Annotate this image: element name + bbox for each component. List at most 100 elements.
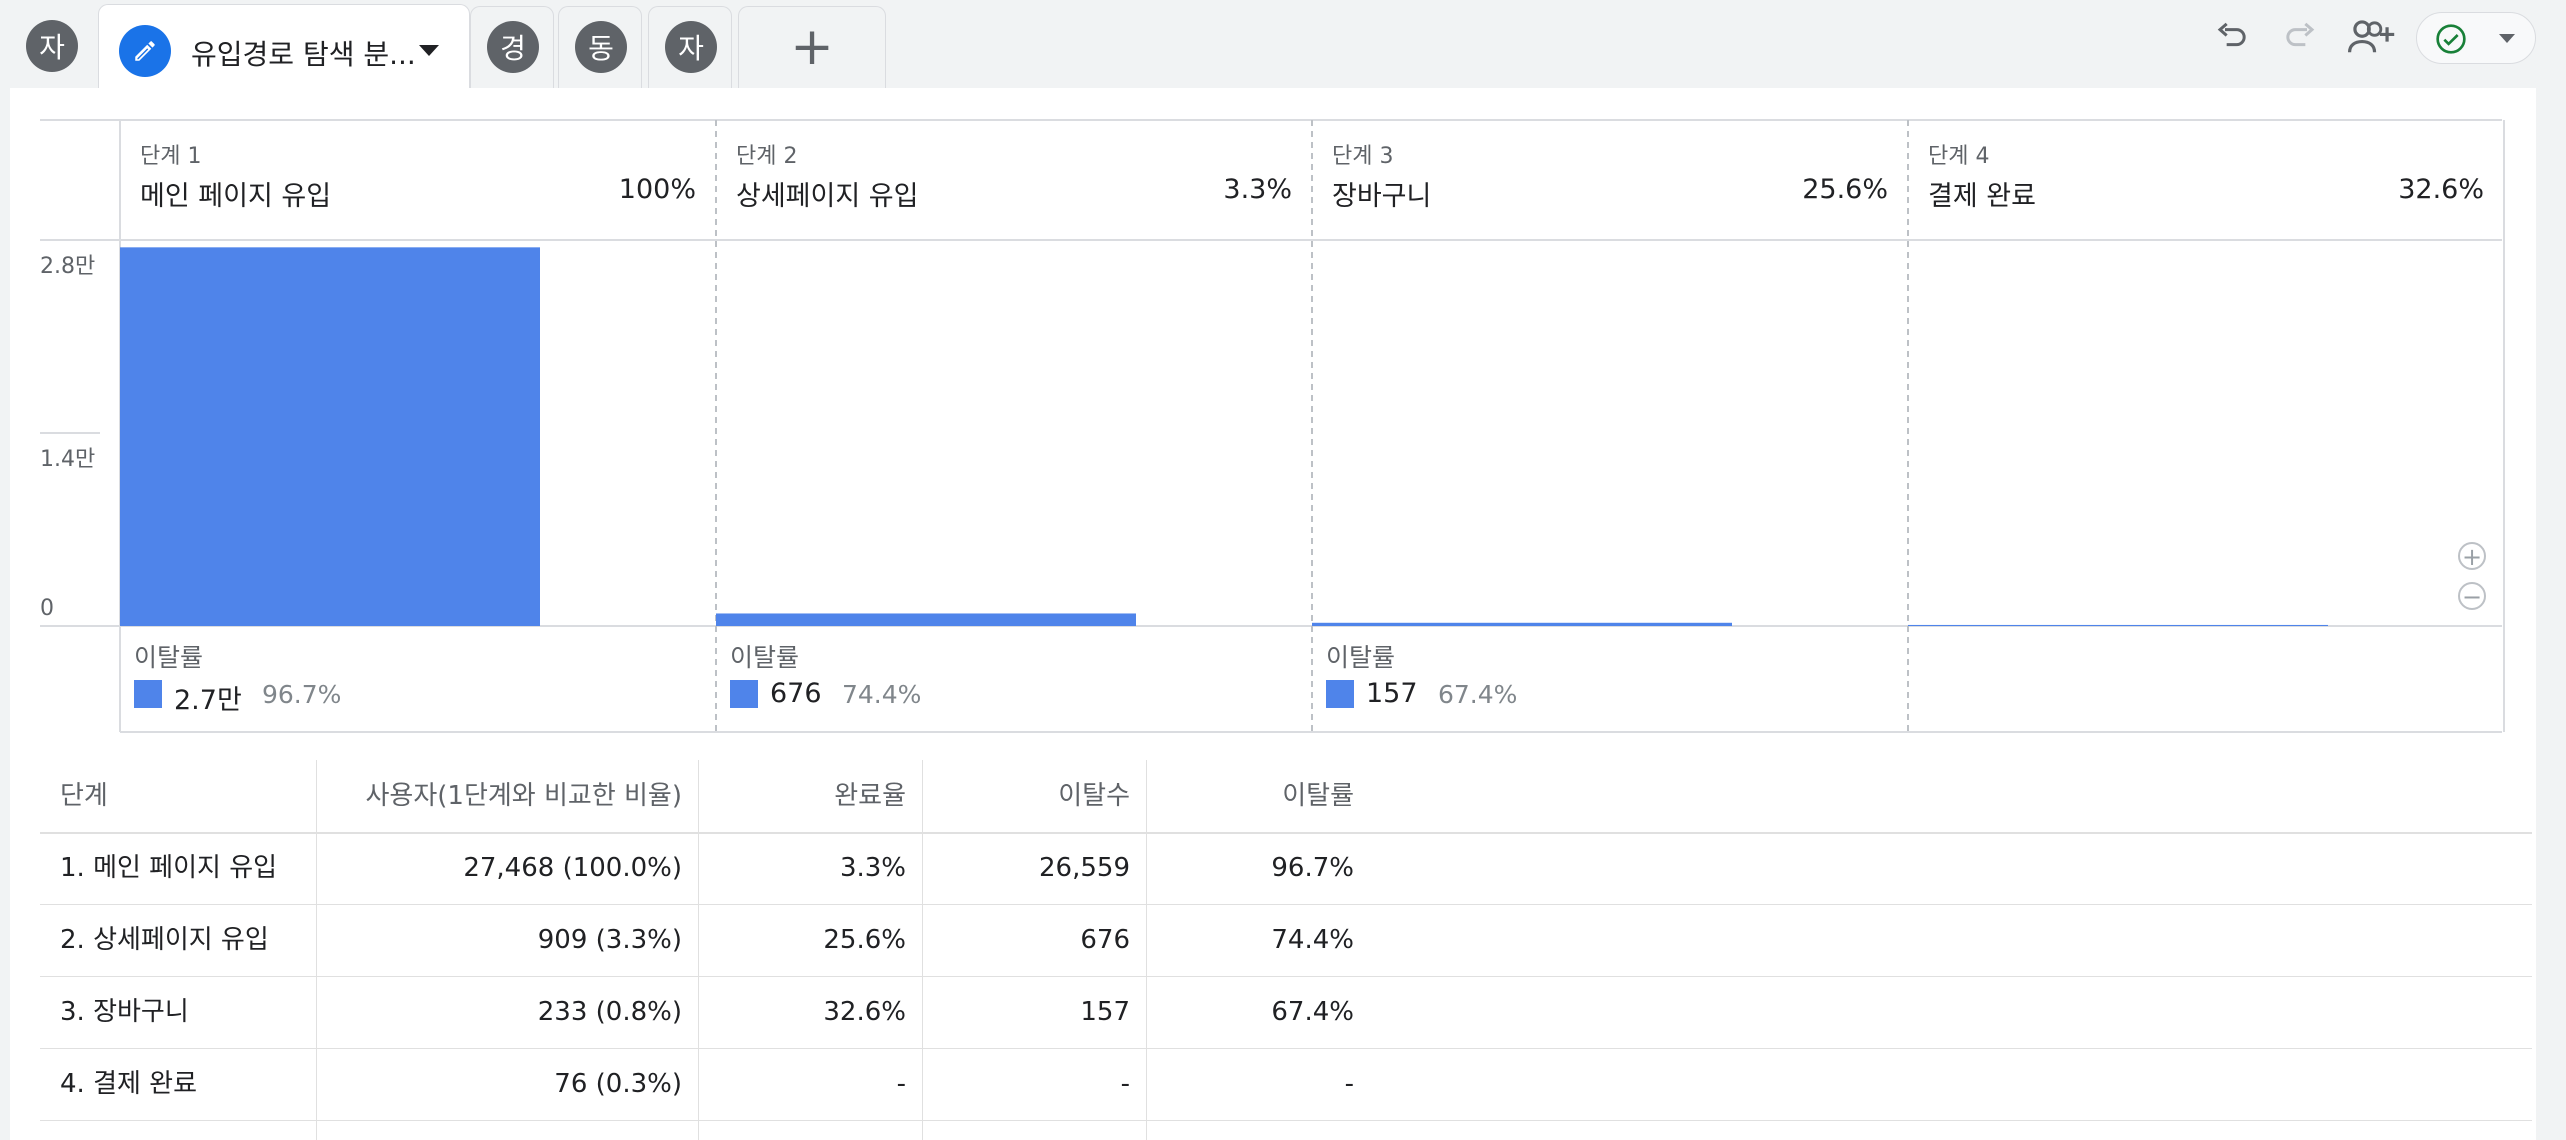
step-number: 단계 4 xyxy=(1928,144,1990,169)
cell-abandonment-rate: 96.7% xyxy=(1271,853,1354,883)
funnel-panel: 2.8만 1.4만 0 단계 1 메인 페이지 유입 100% 이탈률 2.7만… xyxy=(10,88,2536,1140)
zoom-out-glyph: − xyxy=(2461,583,2483,611)
cell-completion-rate: 32.6% xyxy=(823,997,906,1027)
dropoff-count: 676 xyxy=(770,678,822,709)
y-tick-label: 2.8만 xyxy=(40,254,96,279)
column-divider xyxy=(316,760,317,1140)
funnel-step-1[interactable]: 단계 1 메인 페이지 유입 100% 이탈률 2.7만 96.7% xyxy=(120,120,716,732)
step-name: 결제 완료 xyxy=(1928,181,2036,212)
dropoff-label: 이탈률 xyxy=(1326,643,1396,672)
tab-avatar-letter: 경 xyxy=(500,32,526,65)
step-number: 단계 1 xyxy=(140,144,202,169)
zoom-out-icon[interactable]: − xyxy=(2458,582,2486,610)
header-step[interactable]: 단계 xyxy=(60,781,108,811)
header-completion-rate[interactable]: 완료율 xyxy=(834,781,906,811)
table-row[interactable]: 4. 결제 완료 76 (0.3%) - - - xyxy=(40,1048,2532,1121)
cell-abandonment-rate: - xyxy=(1344,1069,1354,1099)
funnel-bar-step-4[interactable] xyxy=(1908,624,2328,626)
tab-avatar-1[interactable]: 자 xyxy=(26,20,78,72)
cell-users: 909 (3.3%) xyxy=(537,925,682,955)
dropoff-count: 157 xyxy=(1366,678,1418,709)
cell-step: 3. 장바구니 xyxy=(60,997,189,1027)
column-divider xyxy=(922,760,923,1140)
funnel-bar-step-2[interactable] xyxy=(716,613,1136,626)
zoom-in-icon[interactable]: + xyxy=(2458,542,2486,570)
cell-abandonments: 157 xyxy=(1080,997,1130,1027)
status-menu-button[interactable] xyxy=(2416,12,2536,64)
dropoff-rate: 67.4% xyxy=(1438,680,1518,709)
share-user-icon[interactable] xyxy=(2346,16,2396,64)
step-name: 상세페이지 유입 xyxy=(736,181,919,212)
y-tick-label: 0 xyxy=(40,596,54,621)
column-divider xyxy=(1146,760,1147,1140)
funnel-chart: 2.8만 1.4만 0 단계 1 메인 페이지 유입 100% 이탈률 2.7만… xyxy=(10,88,2536,748)
column-divider xyxy=(698,760,699,1140)
header-abandonment-rate[interactable]: 이탈률 xyxy=(1282,781,1354,811)
redo-icon[interactable] xyxy=(2282,18,2322,62)
tab-4[interactable]: 자 xyxy=(648,6,732,89)
table-row[interactable]: 2. 상세페이지 유입 909 (3.3%) 25.6% 676 74.4% xyxy=(40,904,2532,977)
dropoff-rate: 74.4% xyxy=(842,680,922,709)
step-percent: 3.3% xyxy=(1223,174,1292,205)
step-percent: 100% xyxy=(618,174,696,205)
funnel-step-4[interactable]: 단계 4 결제 완료 32.6% xyxy=(1908,120,2504,732)
table-header-row: 단계 사용자(1단계와 비교한 비율) 완료율 이탈수 이탈률 xyxy=(40,760,2532,834)
step-number: 단계 2 xyxy=(736,144,798,169)
dropoff-count: 2.7만 xyxy=(174,685,242,716)
cell-abandonments: 26,559 xyxy=(1039,853,1130,883)
cell-completion-rate: - xyxy=(896,1069,906,1099)
cell-completion-rate: 25.6% xyxy=(823,925,906,955)
tab-avatar-3: 동 xyxy=(575,21,627,73)
y-tick-label: 1.4만 xyxy=(40,447,96,472)
tab-3[interactable]: 동 xyxy=(558,6,642,89)
step-name: 메인 페이지 유입 xyxy=(140,181,332,212)
tab-dropdown-caret-icon[interactable] xyxy=(419,45,439,56)
dropoff-swatch xyxy=(1326,680,1354,708)
check-circle-icon xyxy=(2436,24,2466,54)
table-row[interactable]: 3. 장바구니 233 (0.8%) 32.6% 157 67.4% xyxy=(40,976,2532,1049)
funnel-chart-svg xyxy=(40,119,2505,733)
dropoff-swatch xyxy=(134,680,162,708)
tab-avatar-4: 자 xyxy=(665,21,717,73)
tab-bar: 자 유입경로 탐색 분... 경 동 자 + xyxy=(0,0,2566,89)
tab-funnel-exploration[interactable]: 유입경로 탐색 분... xyxy=(98,4,470,89)
step-percent: 25.6% xyxy=(1802,174,1888,205)
cell-abandonments: 676 xyxy=(1080,925,1130,955)
edit-pencil-icon xyxy=(119,25,171,77)
step-number: 단계 3 xyxy=(1332,144,1394,169)
plus-icon: + xyxy=(790,17,834,77)
cell-step: 2. 상세페이지 유입 xyxy=(60,925,269,955)
undo-icon[interactable] xyxy=(2210,18,2250,62)
tab-avatar-letter: 자 xyxy=(678,32,704,65)
cell-users: 76 (0.3%) xyxy=(554,1069,682,1099)
dropoff-label: 이탈률 xyxy=(134,643,204,672)
dropoff-label: 이탈률 xyxy=(730,643,800,672)
dropoff-rate: 96.7% xyxy=(262,680,342,709)
funnel-step-2[interactable]: 단계 2 상세페이지 유입 3.3% 이탈률 676 74.4% xyxy=(716,120,1312,732)
add-tab-button[interactable]: + xyxy=(738,6,886,89)
cell-step: 4. 결제 완료 xyxy=(60,1069,198,1099)
tab-2[interactable]: 경 xyxy=(470,6,554,89)
step-percent: 32.6% xyxy=(2398,174,2484,205)
header-abandonments[interactable]: 이탈수 xyxy=(1058,781,1130,811)
tab-avatar-letter: 자 xyxy=(39,31,65,64)
zoom-in-glyph: + xyxy=(2461,543,2483,571)
funnel-bar-step-3[interactable] xyxy=(1312,622,1732,626)
dropoff-swatch xyxy=(730,680,758,708)
table-row[interactable]: 1. 메인 페이지 유입 27,468 (100.0%) 3.3% 26,559… xyxy=(40,832,2532,905)
cell-users: 233 (0.8%) xyxy=(537,997,682,1027)
cell-users: 27,468 (100.0%) xyxy=(463,853,682,883)
cell-abandonment-rate: 74.4% xyxy=(1271,925,1354,955)
chevron-down-icon xyxy=(2499,34,2515,43)
header-users[interactable]: 사용자(1단계와 비교한 비율) xyxy=(365,781,682,811)
cell-abandonments: - xyxy=(1120,1069,1130,1099)
funnel-bar-step-1[interactable] xyxy=(120,247,540,627)
funnel-step-3[interactable]: 단계 3 장바구니 25.6% 이탈률 157 67.4% xyxy=(1312,120,1908,732)
tab-title: 유입경로 탐색 분... xyxy=(191,38,416,71)
cell-completion-rate: 3.3% xyxy=(839,853,906,883)
step-name: 장바구니 xyxy=(1332,181,1432,212)
tab-avatar-letter: 동 xyxy=(588,32,614,65)
cell-abandonment-rate: 67.4% xyxy=(1271,997,1354,1027)
cell-step: 1. 메인 페이지 유입 xyxy=(60,853,278,883)
tab-avatar-2: 경 xyxy=(487,21,539,73)
